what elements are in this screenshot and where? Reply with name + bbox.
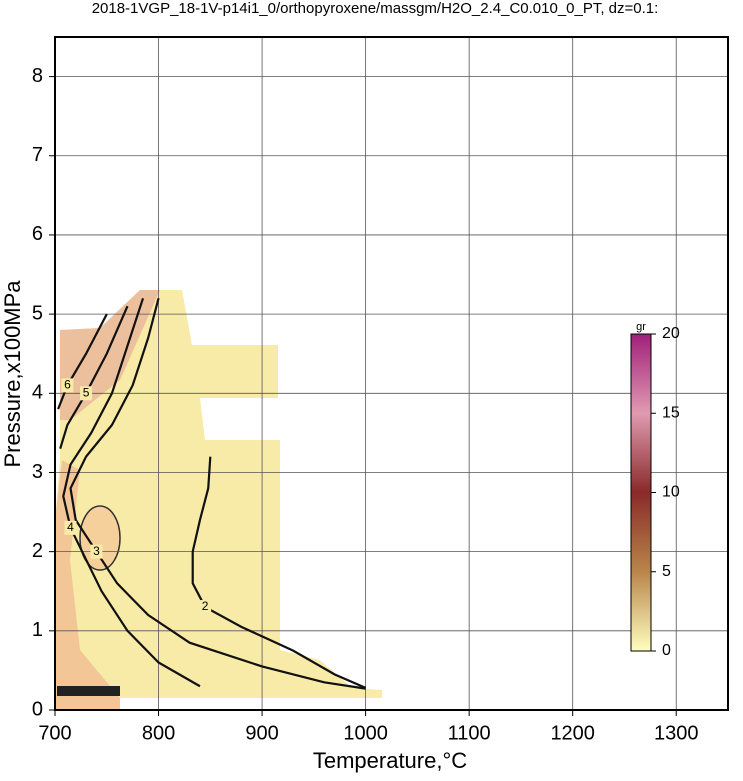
- colorbar: [630, 333, 652, 652]
- contour-label-bg: [80, 386, 93, 401]
- contour-label: 2: [202, 599, 209, 613]
- contour-label: 6: [64, 378, 71, 392]
- contour-line: [57, 313, 108, 410]
- x-tick-label: 1200: [550, 722, 595, 744]
- data-region: [55, 290, 382, 710]
- y-tick-label: 5: [32, 302, 43, 324]
- contour-line: [69, 298, 366, 690]
- contour-label-bg: [61, 378, 74, 393]
- x-axis-label: Temperature,°C: [313, 748, 467, 773]
- contour-label: 5: [83, 385, 90, 399]
- x-tick-label: 900: [245, 722, 278, 744]
- y-tick-label: 8: [32, 65, 43, 87]
- colorbar-tick-label: 0: [662, 642, 671, 659]
- contour-label-bg: [90, 544, 103, 559]
- contour-label-bg: [199, 600, 212, 615]
- colorbar-tick-label: 15: [662, 404, 680, 421]
- y-tick-label: 6: [32, 223, 43, 245]
- x-tick-label: 700: [38, 722, 71, 744]
- y-tick-label: 7: [32, 144, 43, 166]
- contour-label-bg: [64, 520, 77, 535]
- x-tick-label: 1000: [343, 722, 388, 744]
- colorbar-label: gr: [636, 321, 646, 333]
- x-tick-label: 800: [142, 722, 175, 744]
- plot-frame: [54, 36, 729, 711]
- y-tick-label: 2: [32, 540, 43, 562]
- y-tick-label: 3: [32, 461, 43, 483]
- colorbar-tick-label: 20: [662, 325, 680, 342]
- y-tick-label: 1: [32, 619, 43, 641]
- y-tick-label: 4: [32, 382, 43, 404]
- contour-line: [62, 297, 201, 688]
- colorbar-tick-label: 10: [662, 484, 680, 501]
- x-tick-label: 1300: [654, 722, 699, 744]
- y-tick-label: 0: [32, 698, 43, 720]
- x-tick-label: 1100: [448, 722, 491, 744]
- contour-label: 4: [67, 520, 74, 534]
- chart-title: 2018-1VGP_18-1V-p14i1_0/orthopyroxene/ma…: [92, 0, 659, 17]
- contour-line: [191, 456, 367, 689]
- contour-label: 3: [93, 544, 100, 558]
- colorbar-tick-label: 5: [662, 563, 671, 580]
- y-axis-label: Pressure,x100MPa: [0, 280, 25, 468]
